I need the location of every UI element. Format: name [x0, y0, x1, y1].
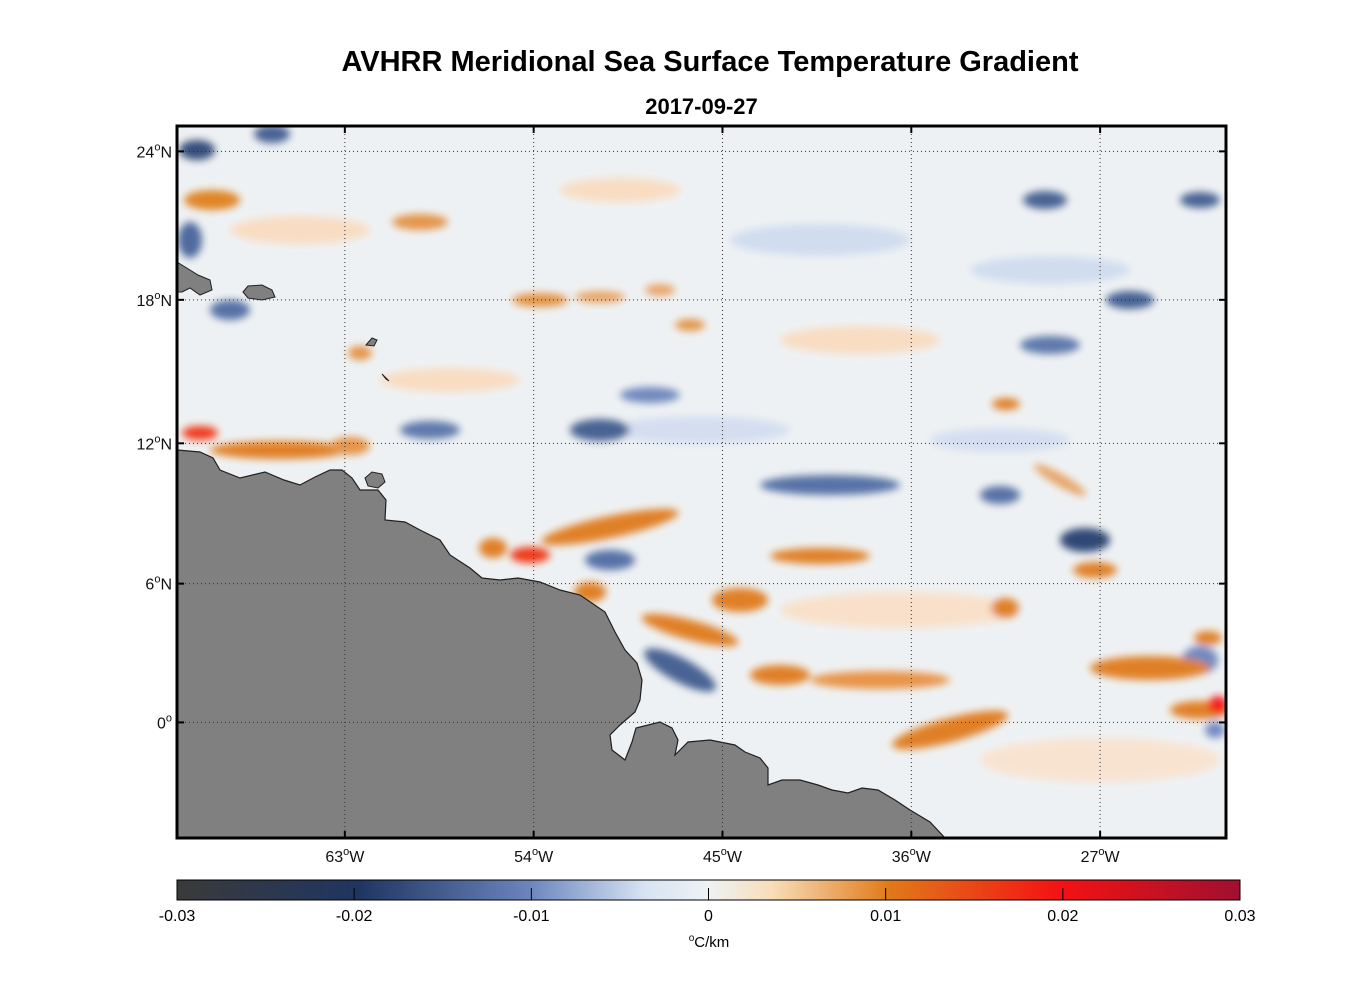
land-island-1 — [177, 261, 213, 296]
colorbar-tick-label: 0.02 — [1047, 908, 1079, 925]
chart-title: AVHRR Meridional Sea Surface Temperature… — [341, 46, 1079, 78]
colorbar-ticks — [176, 888, 1241, 900]
tick-label-lat: 18oN — [137, 290, 172, 310]
colorbar-tick-label: 0.01 — [870, 908, 902, 925]
tick-label-lon: 36oW — [892, 846, 932, 866]
colorbar-units: oC/km — [688, 933, 730, 951]
map-gridlines — [177, 126, 1226, 838]
tick-label-lon: 27oW — [1081, 846, 1121, 866]
tick-label-lat: 6oN — [145, 574, 172, 594]
chart-subtitle: 2017-09-27 — [645, 94, 758, 119]
land-island-4 — [381, 373, 390, 382]
land-island-5 — [364, 471, 386, 489]
colorbar-tick-label: -0.02 — [335, 908, 373, 925]
sst-gradient-field — [177, 126, 1226, 838]
map-frame — [175, 124, 1228, 840]
land-island-2 — [242, 284, 276, 301]
colorbar-tick-label: 0.03 — [1224, 908, 1256, 925]
tick-label-lon: 45oW — [703, 846, 743, 866]
tick-label-lat: 24oN — [137, 141, 172, 161]
tick-label-lat: 0o — [157, 712, 172, 732]
colorbar-tick-label: 0 — [704, 908, 713, 925]
land-island-3 — [365, 337, 378, 347]
tick-label-lat: 12oN — [137, 433, 172, 453]
tick-label-lon: 54oW — [514, 846, 554, 866]
tick-label-lon: 63oW — [325, 846, 365, 866]
colorbar-tick-label: -0.03 — [158, 908, 196, 925]
map-ticks: 63oW 54oW 45oW 36oW 27oW 24oN 18oN 12oN 6oN 0o — [137, 126, 1226, 866]
land-south-america — [177, 449, 946, 838]
colorbar-tick-label: -0.01 — [513, 908, 550, 925]
